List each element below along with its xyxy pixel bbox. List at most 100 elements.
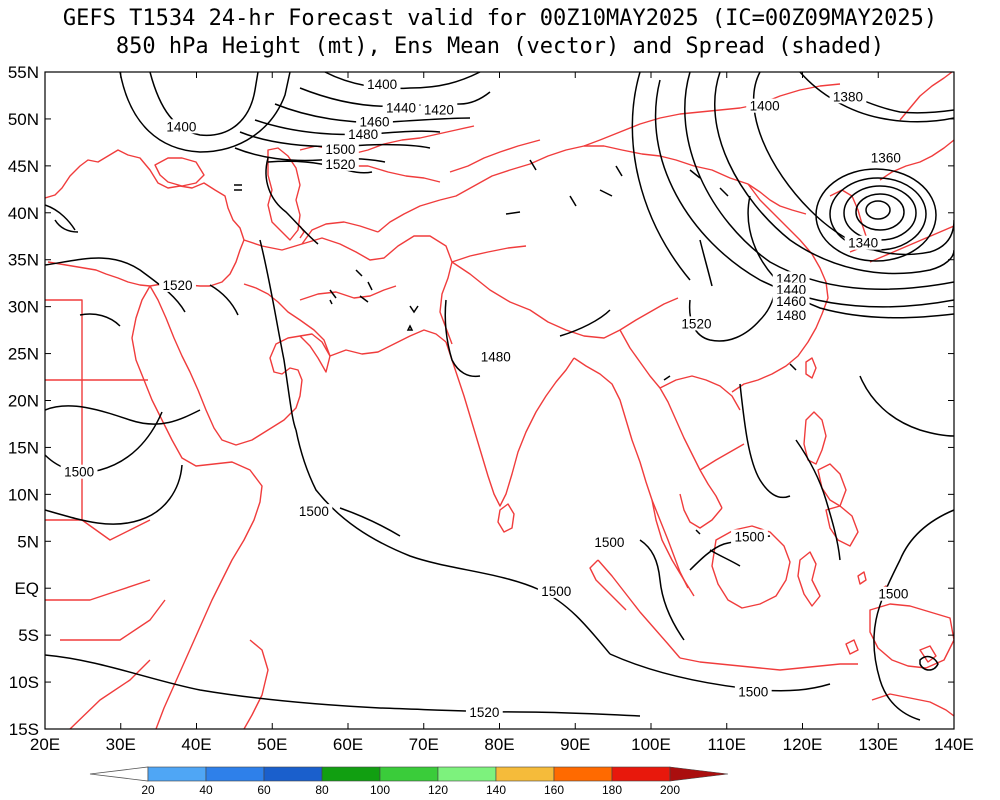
contour-label-bg bbox=[867, 150, 905, 165]
contour-label-bg bbox=[875, 586, 912, 601]
contour-label: 1520 bbox=[163, 278, 193, 293]
contour-label-bg bbox=[678, 316, 715, 331]
colorbar-label: 200 bbox=[660, 783, 680, 797]
lon-label: 90E bbox=[560, 735, 590, 754]
contour-label-bg bbox=[477, 349, 515, 364]
colorbar-label: 120 bbox=[428, 783, 448, 797]
coastlines-borders bbox=[45, 72, 954, 729]
lat-label: 15N bbox=[8, 438, 39, 457]
lon-label: 130E bbox=[858, 735, 898, 754]
vector-marks bbox=[234, 159, 797, 535]
latitude-axis: 55N 50N 45N 40N 35N 30N 25N 20N 15N 10N 5N EQ 5S 10S 1… bbox=[8, 63, 954, 739]
colorbar-swatch bbox=[321, 766, 381, 782]
colorbar-label: 160 bbox=[544, 783, 564, 797]
contour-label-bg bbox=[363, 77, 401, 92]
contour-label-bg bbox=[162, 119, 200, 134]
lon-label: 140E bbox=[934, 735, 974, 754]
colorbar-swatch bbox=[437, 766, 497, 782]
lat-label: 20N bbox=[8, 392, 39, 411]
contour-label-bg bbox=[772, 307, 810, 322]
map-title-line2: 850 hPa Height (mt), Ens Mean (vector) a… bbox=[115, 34, 885, 59]
contour-label: 1460 bbox=[359, 115, 389, 130]
lon-label: 20E bbox=[30, 735, 60, 754]
colorbar-label: 80 bbox=[315, 783, 329, 797]
colorbar-underflow bbox=[89, 766, 149, 782]
contour-label-bg bbox=[382, 100, 420, 115]
contour-label: 1360 bbox=[871, 150, 901, 165]
contour-label: 1500 bbox=[64, 465, 94, 480]
lat-label: 5S bbox=[18, 626, 39, 645]
contour-label: 1480 bbox=[481, 349, 511, 364]
map-plot-area bbox=[45, 72, 954, 729]
contour-label-bg bbox=[356, 114, 393, 129]
contour-label: 1500 bbox=[541, 584, 571, 599]
contour-label-bg bbox=[344, 126, 382, 141]
contour-label-bg bbox=[465, 704, 503, 719]
contour-label: 1500 bbox=[299, 504, 329, 519]
lon-label: 40E bbox=[181, 735, 211, 754]
contour-label-bg bbox=[829, 89, 867, 104]
colorbar-swatch bbox=[611, 766, 671, 782]
contour-label-bg bbox=[772, 271, 810, 286]
colorbar-label: 140 bbox=[486, 783, 506, 797]
contour-label: 1500 bbox=[734, 529, 764, 544]
lat-label: 5N bbox=[17, 532, 39, 551]
contour-label: 1340 bbox=[848, 236, 878, 251]
contour-label: 1520 bbox=[681, 316, 711, 331]
lon-label: 60E bbox=[333, 735, 363, 754]
contour-label: 1400 bbox=[166, 119, 196, 134]
contour-label-bg bbox=[420, 102, 458, 117]
lat-label: 10N bbox=[8, 485, 39, 504]
contour-label: 1400 bbox=[367, 77, 397, 92]
contour-label-bg bbox=[322, 141, 359, 156]
lon-label: 30E bbox=[106, 735, 136, 754]
lon-label: 100E bbox=[631, 735, 671, 754]
colorbar-swatch bbox=[205, 766, 265, 782]
contour-label-bg bbox=[772, 293, 810, 308]
contour-label: 1480 bbox=[776, 308, 806, 323]
lon-label: 110E bbox=[708, 735, 746, 754]
colorbar-swatch bbox=[147, 766, 207, 782]
contour-label-bg bbox=[772, 282, 810, 297]
colorbar: 20 40 60 80 100 120 140 160 180 200 bbox=[89, 766, 729, 797]
lat-label: 10S bbox=[9, 673, 39, 692]
contour-label-bg bbox=[734, 684, 772, 699]
contour-label: 1500 bbox=[325, 142, 355, 157]
lon-label: 70E bbox=[409, 735, 439, 754]
colorbar-swatch bbox=[553, 766, 613, 782]
lat-label: 55N bbox=[8, 63, 39, 82]
lat-label: 45N bbox=[8, 157, 39, 176]
lat-label: 25N bbox=[8, 345, 39, 364]
contour-label: 1520 bbox=[469, 705, 499, 720]
contour-label: 1480 bbox=[348, 127, 378, 142]
lat-label: 50N bbox=[8, 110, 39, 129]
lat-label: 15S bbox=[9, 720, 39, 739]
contour-label: 1500 bbox=[594, 535, 624, 550]
contour-label-bg bbox=[159, 277, 196, 292]
contour-label-bg bbox=[731, 529, 768, 544]
contour-label: 1440 bbox=[776, 283, 806, 298]
contour-label: 1420 bbox=[776, 271, 806, 286]
contour-label: 1500 bbox=[878, 587, 908, 602]
longitude-axis: 20E 30E 40E 50E 60E 70E 80E 90E 100E 110E 120E 130E… bbox=[30, 72, 974, 754]
contour-label-bg bbox=[537, 583, 575, 598]
colorbar-label: 180 bbox=[602, 783, 622, 797]
lat-label: 35N bbox=[8, 251, 39, 270]
contour-label: 1420 bbox=[424, 102, 454, 117]
colorbar-label: 100 bbox=[370, 783, 390, 797]
contour-label: 1500 bbox=[738, 684, 768, 699]
contour-label-bg bbox=[322, 156, 359, 171]
colorbar-swatch bbox=[263, 766, 323, 782]
lon-label: 50E bbox=[257, 735, 287, 754]
contour-label: 1440 bbox=[386, 101, 416, 116]
lat-label: 30N bbox=[8, 298, 39, 317]
contour-label-bg bbox=[295, 504, 333, 519]
colorbar-swatch bbox=[495, 766, 555, 782]
colorbar-label: 60 bbox=[257, 783, 271, 797]
colorbar-label: 40 bbox=[199, 783, 213, 797]
contour-label-bg bbox=[590, 535, 628, 550]
lon-label: 80E bbox=[484, 735, 514, 754]
lon-label: 120E bbox=[783, 735, 823, 754]
